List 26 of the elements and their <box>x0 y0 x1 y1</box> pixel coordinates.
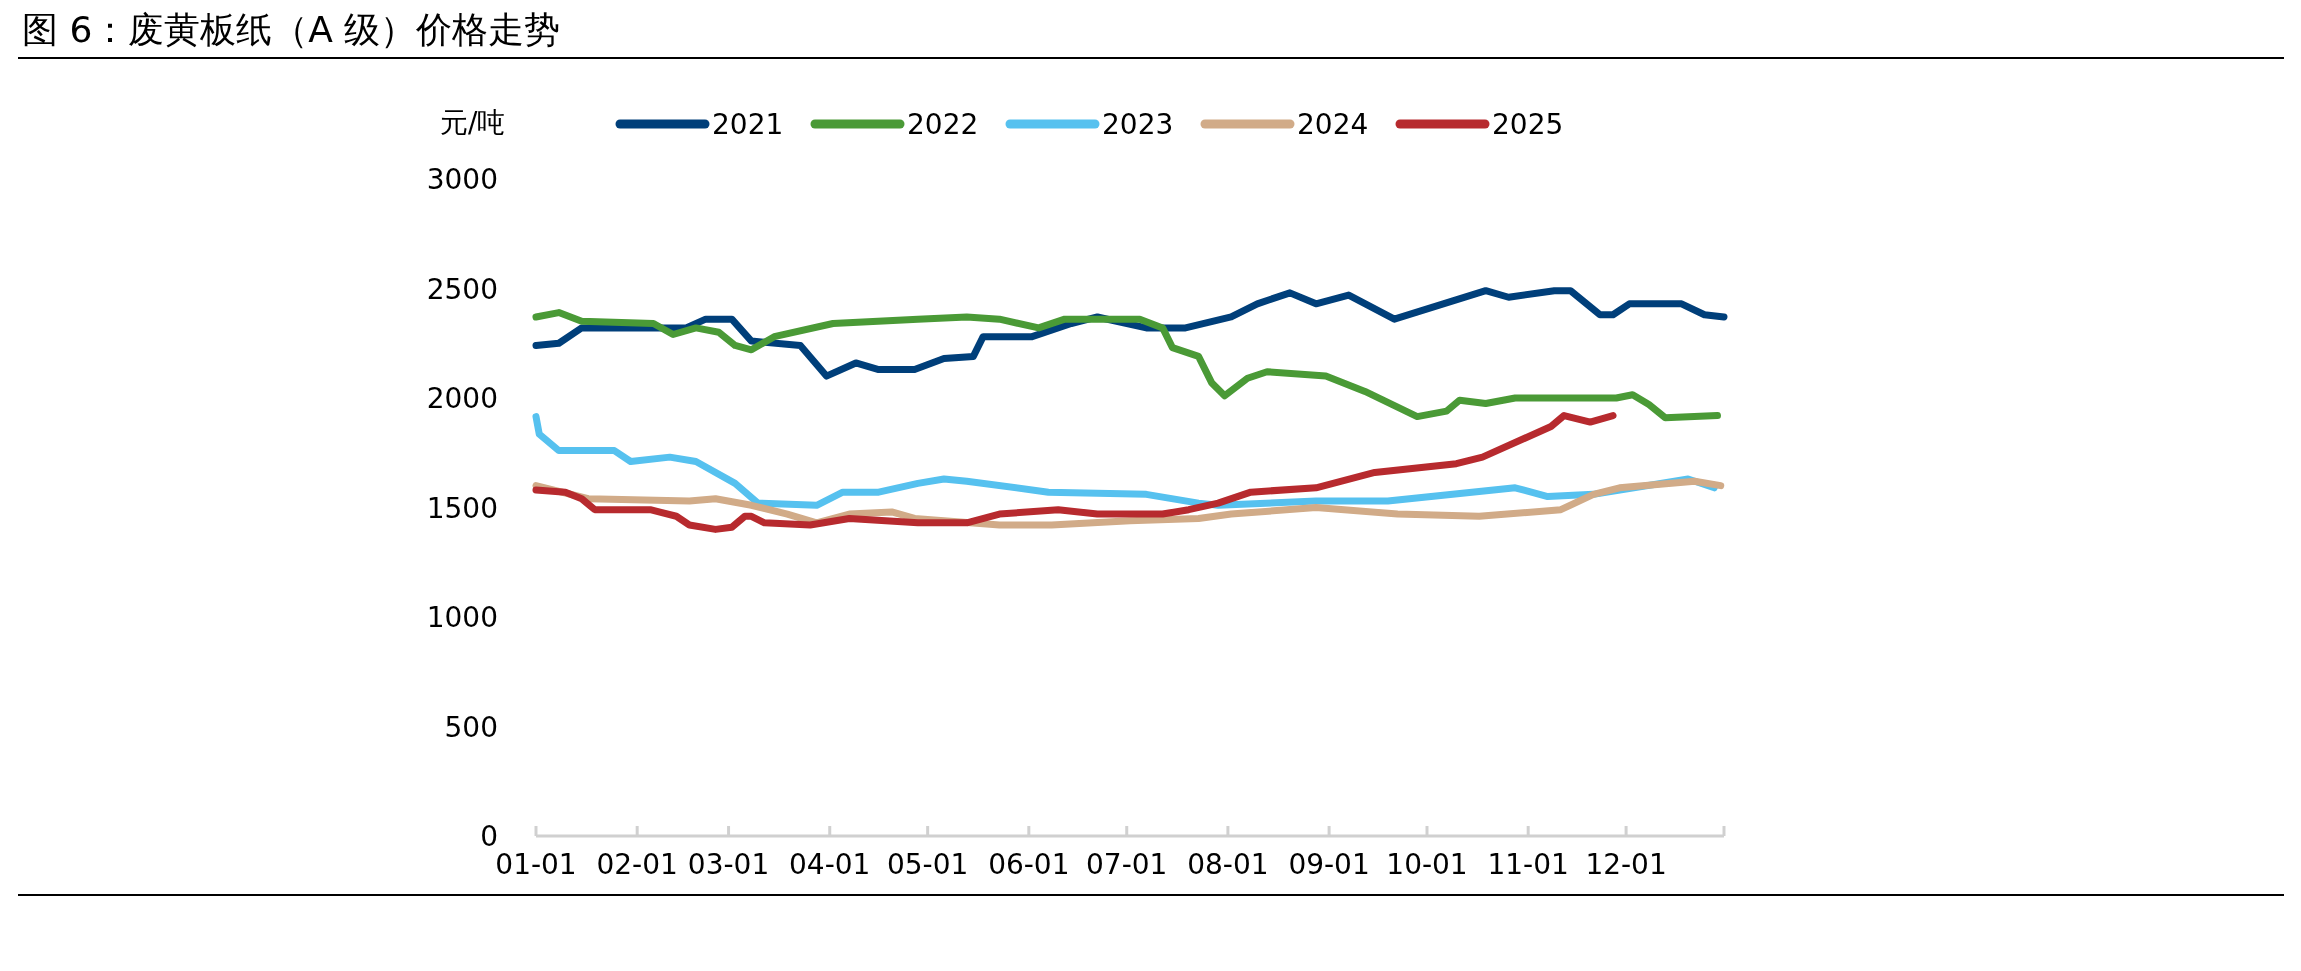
legend-label: 2022 <box>907 108 979 141</box>
legend-label: 2021 <box>712 108 784 141</box>
title: 图 6：废黄板纸（A 级）价格走势 <box>22 9 561 50</box>
x-tick-label: 11-01 <box>1487 848 1569 881</box>
legend-label: 2025 <box>1492 108 1564 141</box>
x-tick-label: 04-01 <box>789 848 871 881</box>
x-tick-label: 08-01 <box>1187 848 1269 881</box>
x-tick-label: 07-01 <box>1086 848 1168 881</box>
y-tick-label: 2500 <box>426 272 498 306</box>
legend-label: 2023 <box>1102 108 1174 141</box>
y-tick-label: 500 <box>444 710 498 744</box>
y-tick-label: 0 <box>480 820 498 853</box>
x-tick-label: 05-01 <box>886 848 969 881</box>
y-axis-title: 元/吨 <box>440 106 506 139</box>
y-tick-label: 1000 <box>426 601 498 634</box>
y-tick-label: 3000 <box>426 163 498 196</box>
x-tick-label: 01-01 <box>495 848 577 881</box>
x-tick-label: 10-01 <box>1386 848 1468 881</box>
x-tick-label: 12-01 <box>1585 848 1667 881</box>
y-tick-label: 1500 <box>426 491 498 525</box>
legend-label: 2024 <box>1297 108 1369 141</box>
y-tick-label: 2000 <box>426 382 498 415</box>
x-tick-label: 03-01 <box>687 848 770 881</box>
x-tick-label: 06-01 <box>988 848 1070 881</box>
x-tick-label: 09-01 <box>1288 848 1370 881</box>
x-tick-label: 02-01 <box>596 848 678 881</box>
